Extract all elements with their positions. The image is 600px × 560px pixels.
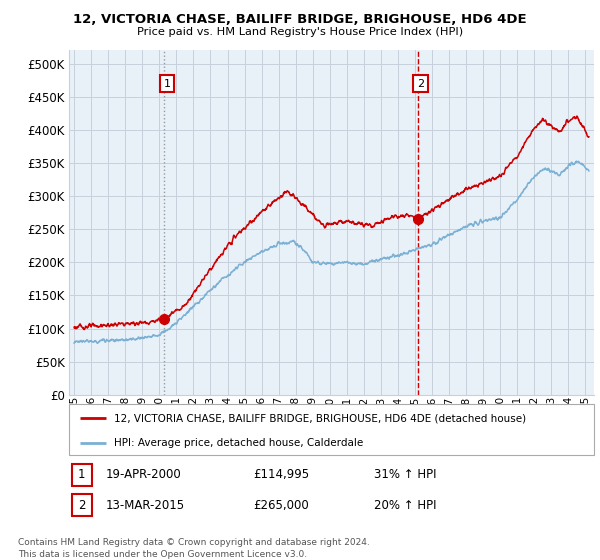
Text: 19-APR-2000: 19-APR-2000	[106, 468, 182, 482]
FancyBboxPatch shape	[69, 404, 594, 455]
Text: 1: 1	[163, 78, 170, 88]
Text: 2: 2	[78, 498, 85, 512]
Text: 2: 2	[417, 78, 424, 88]
Text: £265,000: £265,000	[253, 498, 308, 512]
Text: 12, VICTORIA CHASE, BAILIFF BRIDGE, BRIGHOUSE, HD6 4DE: 12, VICTORIA CHASE, BAILIFF BRIDGE, BRIG…	[73, 13, 527, 26]
Text: Contains HM Land Registry data © Crown copyright and database right 2024.
This d: Contains HM Land Registry data © Crown c…	[18, 538, 370, 559]
FancyBboxPatch shape	[71, 464, 92, 486]
Text: 1: 1	[78, 468, 85, 482]
Text: 12, VICTORIA CHASE, BAILIFF BRIDGE, BRIGHOUSE, HD6 4DE (detached house): 12, VICTORIA CHASE, BAILIFF BRIDGE, BRIG…	[113, 413, 526, 423]
Text: 13-MAR-2015: 13-MAR-2015	[106, 498, 185, 512]
Text: £114,995: £114,995	[253, 468, 309, 482]
Text: HPI: Average price, detached house, Calderdale: HPI: Average price, detached house, Cald…	[113, 438, 363, 448]
Text: 20% ↑ HPI: 20% ↑ HPI	[373, 498, 436, 512]
FancyBboxPatch shape	[71, 494, 92, 516]
Text: 31% ↑ HPI: 31% ↑ HPI	[373, 468, 436, 482]
Text: Price paid vs. HM Land Registry's House Price Index (HPI): Price paid vs. HM Land Registry's House …	[137, 27, 463, 38]
